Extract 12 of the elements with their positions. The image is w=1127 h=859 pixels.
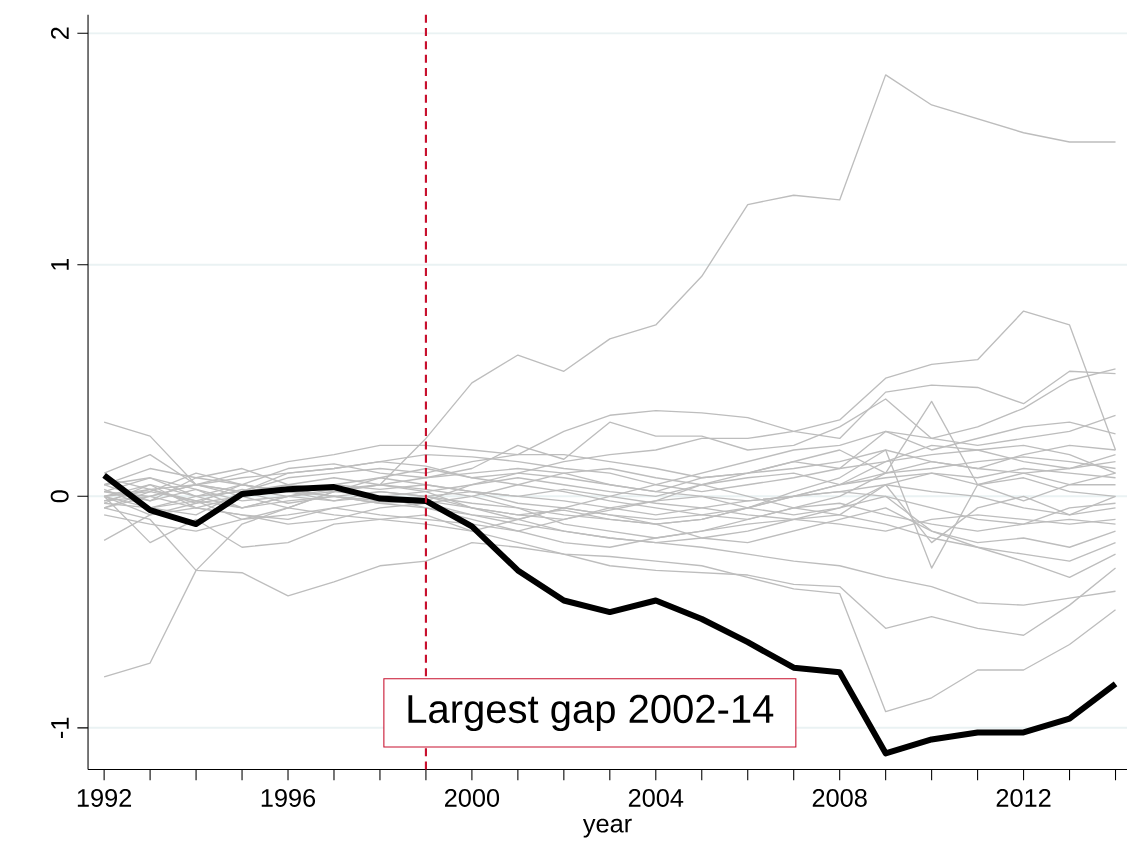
x-tick-label: 1992 <box>77 788 132 807</box>
y-tick-label: 0 <box>50 490 69 503</box>
x-tick-label: 2000 <box>444 788 500 807</box>
y-tick-label: 2 <box>50 27 69 39</box>
x-tick-label: 1996 <box>261 788 316 807</box>
annotation: Largest gap 2002-14 <box>408 694 774 732</box>
x-tick-label: 2012 <box>996 788 1051 807</box>
y-tick-label: 1 <box>51 258 69 270</box>
y-tick-label: -1 <box>51 717 69 739</box>
x-tick-label: 2008 <box>812 788 867 807</box>
x-tick-label: 2004 <box>628 788 684 807</box>
x-axis-title: year <box>582 818 632 838</box>
